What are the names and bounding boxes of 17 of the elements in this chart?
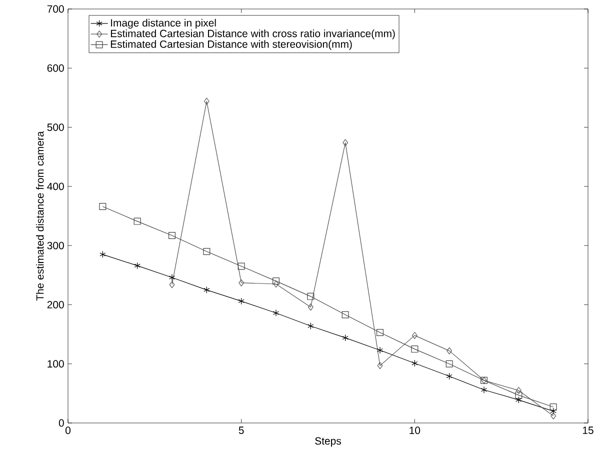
legend-label: Estimated Cartesian Distance with stereovision(mm): [110, 40, 352, 50]
legend-label: Estimated Cartesian Distance with cross ratio invariance(mm): [110, 30, 395, 40]
legend-label: Image distance in pixel: [111, 18, 216, 29]
y-axis-title: The estimated distance from camera: [36, 131, 44, 301]
y-tick-label: 600: [47, 64, 64, 72]
x-tick-label: 0: [66, 426, 71, 434]
y-tick-label: 300: [47, 242, 64, 250]
y-tick-label: 200: [47, 301, 64, 308]
y-tick-label: 100: [48, 360, 64, 368]
y-tick-label: 0: [58, 419, 64, 427]
y-tick-label: 400: [47, 182, 64, 190]
y-tick-label: 700: [47, 5, 64, 13]
x-tick-label: 10: [410, 426, 420, 434]
x-tick-label: 5: [238, 426, 244, 434]
x-tick-label: 15: [582, 426, 594, 434]
y-tick-label: 500: [47, 124, 64, 131]
x-axis-title: Steps: [315, 437, 341, 447]
